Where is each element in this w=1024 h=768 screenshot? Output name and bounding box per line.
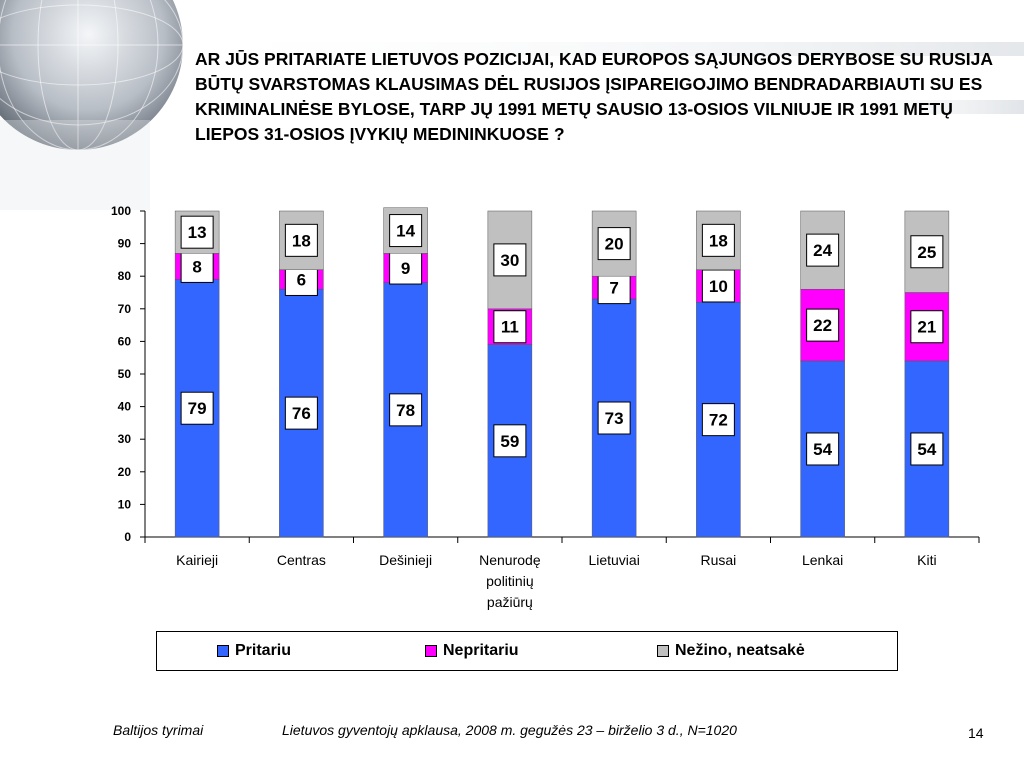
data-label-box: [493, 310, 527, 344]
data-label: 54: [813, 440, 832, 459]
data-label-box: [284, 396, 318, 430]
x-tick-label: Nenurodę: [479, 552, 541, 568]
y-tick-label: 100: [111, 204, 131, 218]
data-label: 73: [605, 409, 624, 428]
footer-source: Baltijos tyrimai: [113, 722, 204, 738]
data-label-box: [701, 269, 735, 303]
data-label: 18: [709, 231, 728, 250]
legend-swatch-blue-icon: [217, 645, 229, 657]
x-tick-label: Kiti: [917, 552, 936, 568]
data-label: 54: [917, 440, 936, 459]
data-label: 59: [500, 432, 519, 451]
x-tick-label: Kairieji: [176, 552, 218, 568]
data-label-box: [493, 424, 527, 458]
data-label: 13: [188, 223, 207, 242]
data-label-box: [180, 215, 214, 249]
y-tick-label: 60: [118, 334, 132, 348]
data-label: 10: [709, 277, 728, 296]
y-tick-label: 50: [118, 367, 132, 381]
data-label: 18: [292, 231, 311, 250]
data-label: 79: [188, 399, 207, 418]
data-label-box: [389, 393, 423, 427]
legend-swatch-magenta-icon: [425, 645, 437, 657]
data-label-box: [493, 243, 527, 277]
data-label: 8: [192, 257, 201, 276]
x-tick-label: politinių: [486, 573, 534, 589]
data-label: 9: [401, 259, 410, 278]
legend-item-nepritariu: Nepritariu: [425, 642, 519, 660]
x-tick-label: Lenkai: [802, 552, 843, 568]
data-label: 22: [813, 316, 832, 335]
y-tick-label: 30: [118, 432, 132, 446]
x-tick-label: Rusai: [700, 552, 736, 568]
data-label: 25: [917, 243, 936, 262]
data-label-box: [806, 432, 840, 466]
y-tick-label: 0: [124, 530, 131, 544]
legend-swatch-gray-icon: [657, 645, 669, 657]
data-label: 21: [917, 318, 936, 337]
globe-decoration: [0, 0, 1024, 210]
data-label-box: [910, 235, 944, 269]
x-tick-label: Dešinieji: [379, 552, 432, 568]
data-label: 20: [605, 235, 624, 254]
data-label-box: [701, 223, 735, 257]
data-label: 30: [500, 251, 519, 270]
y-tick-label: 40: [118, 400, 132, 414]
y-tick-label: 90: [118, 237, 132, 251]
data-label-box: [910, 310, 944, 344]
legend-label: Pritariu: [235, 642, 292, 659]
data-label-box: [910, 432, 944, 466]
data-label-box: [180, 249, 214, 283]
data-label-box: [389, 214, 423, 248]
x-tick-label: Centras: [277, 552, 326, 568]
legend: Pritariu Nepritariu Nežino, neatsakė: [156, 631, 898, 671]
data-label-box: [180, 391, 214, 425]
stacked-bar-chart: 010203040506070809010079813Kairieji76618…: [111, 204, 980, 610]
footer-survey-info: Lietuvos gyventojų apklausa, 2008 m. geg…: [282, 722, 737, 738]
legend-item-pritariu: Pritariu: [217, 642, 291, 660]
data-label-box: [701, 403, 735, 437]
legend-item-nezino: Nežino, neatsakė: [657, 642, 805, 660]
data-label: 78: [396, 401, 415, 420]
y-tick-label: 10: [118, 497, 132, 511]
y-tick-label: 80: [118, 269, 132, 283]
legend-label: Nežino, neatsakė: [675, 642, 805, 659]
data-label-box: [806, 233, 840, 267]
page-number: 14: [968, 725, 984, 741]
y-tick-label: 70: [118, 302, 132, 316]
y-tick-label: 20: [118, 465, 132, 479]
data-label: 76: [292, 404, 311, 423]
data-label-box: [389, 251, 423, 285]
data-label: 14: [396, 222, 415, 241]
data-label-box: [597, 227, 631, 261]
data-label-box: [806, 308, 840, 342]
x-tick-label: pažiūrų: [487, 594, 533, 610]
data-label: 7: [609, 279, 618, 298]
data-label-box: [597, 401, 631, 435]
data-label-box: [284, 223, 318, 257]
legend-label: Nepritariu: [443, 642, 519, 659]
data-label: 24: [813, 241, 832, 260]
x-tick-label: Lietuviai: [588, 552, 639, 568]
data-label: 6: [297, 270, 306, 289]
data-label: 72: [709, 411, 728, 430]
chart-title: AR JŪS PRITARIATE LIETUVOS POZICIJAI, KA…: [195, 49, 993, 144]
data-label: 11: [501, 318, 519, 337]
